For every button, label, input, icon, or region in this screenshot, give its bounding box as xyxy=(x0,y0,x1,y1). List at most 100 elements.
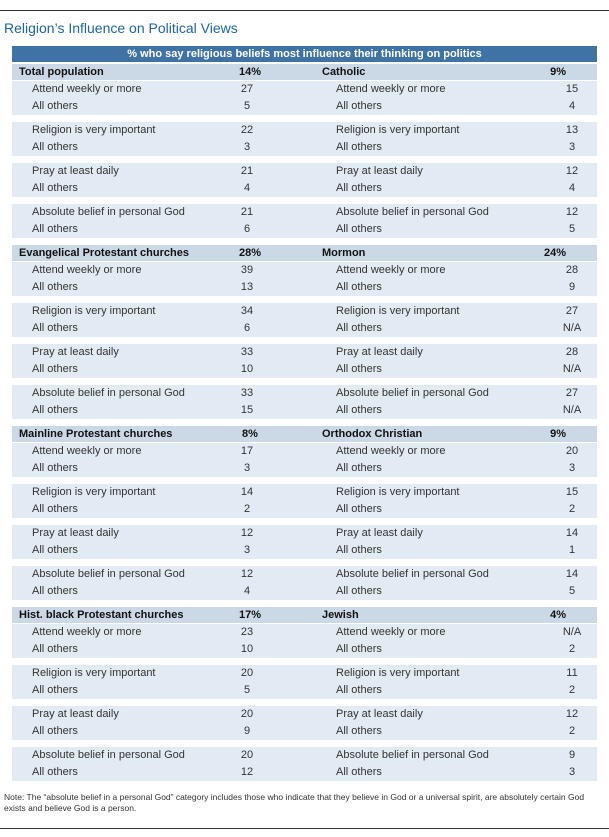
row xyxy=(12,665,597,682)
row xyxy=(12,221,597,238)
row-label: Attend weekly or more xyxy=(336,626,446,638)
row xyxy=(12,180,597,197)
row-value: 4 xyxy=(243,585,251,597)
row-label: Religion is very important xyxy=(336,305,460,317)
row xyxy=(12,542,597,559)
row-label: Attend weekly or more xyxy=(336,264,446,276)
row xyxy=(12,764,597,781)
row-label: Religion is very important xyxy=(32,124,156,136)
row-label: Pray at least daily xyxy=(32,346,119,358)
row-value: 28 xyxy=(565,264,579,276)
row-label: Attend weekly or more xyxy=(32,83,142,95)
row-value: 3 xyxy=(568,766,576,778)
row-value: 27 xyxy=(240,83,254,95)
row-value: 20 xyxy=(240,708,254,720)
row-value: 9 xyxy=(243,725,251,737)
row xyxy=(12,262,597,279)
row-value: 13 xyxy=(565,124,579,136)
row xyxy=(12,706,597,723)
row xyxy=(12,747,597,764)
row-value: 2 xyxy=(568,643,576,655)
row-label: All others xyxy=(32,182,78,194)
row xyxy=(12,139,597,156)
row-value: 5 xyxy=(568,585,576,597)
row-label: All others xyxy=(336,100,382,112)
row-label: All others xyxy=(336,503,382,515)
row-label: Attend weekly or more xyxy=(32,626,142,638)
row xyxy=(12,641,597,658)
row xyxy=(12,303,597,320)
row-value: N/A xyxy=(562,322,582,334)
group-pct: 9% xyxy=(550,427,566,440)
row-value: 21 xyxy=(240,206,254,218)
row-label: Absolute belief in personal God xyxy=(32,568,185,580)
row xyxy=(12,402,597,419)
group-name: Catholic xyxy=(322,65,366,78)
row-label: Pray at least daily xyxy=(336,527,423,539)
row-value: 5 xyxy=(568,223,576,235)
row-label: Absolute belief in personal God xyxy=(336,749,489,761)
row-label: All others xyxy=(32,141,78,153)
row-value: 21 xyxy=(240,165,254,177)
row-value: N/A xyxy=(562,363,582,375)
row-label: All others xyxy=(336,585,382,597)
row-value: 33 xyxy=(240,387,254,399)
row-value: 22 xyxy=(240,124,254,136)
group-pct: 17% xyxy=(238,608,262,621)
row-value: N/A xyxy=(562,626,582,638)
row-value: 20 xyxy=(240,749,254,761)
group-row xyxy=(12,245,597,261)
row-label: Religion is very important xyxy=(336,124,460,136)
row-value: 27 xyxy=(565,387,579,399)
row-value: 3 xyxy=(243,544,251,556)
title: Religion’s Influence on Political Views xyxy=(4,20,238,36)
row-value: 12 xyxy=(240,766,254,778)
row-label: All others xyxy=(32,684,78,696)
row-value: 15 xyxy=(565,486,579,498)
row-value: 23 xyxy=(240,626,254,638)
row xyxy=(12,204,597,221)
row-label: Absolute belief in personal God xyxy=(32,387,185,399)
row-value: 9 xyxy=(568,749,576,761)
group-row xyxy=(12,64,597,80)
row xyxy=(12,385,597,402)
row-label: All others xyxy=(32,223,78,235)
group-pct: 28% xyxy=(238,246,262,259)
row xyxy=(12,344,597,361)
row xyxy=(12,583,597,600)
group-pct: 4% xyxy=(550,608,566,621)
top-rule xyxy=(0,10,609,11)
row-label: All others xyxy=(336,684,382,696)
row-label: All others xyxy=(32,585,78,597)
row xyxy=(12,723,597,740)
row-label: All others xyxy=(32,766,78,778)
row-value: 34 xyxy=(240,305,254,317)
row-label: Pray at least daily xyxy=(336,346,423,358)
row-label: Pray at least daily xyxy=(32,708,119,720)
row-label: Absolute belief in personal God xyxy=(336,206,489,218)
row-value: 2 xyxy=(568,503,576,515)
row-value: 4 xyxy=(568,100,576,112)
bottom-rule xyxy=(0,828,609,829)
row-label: Pray at least daily xyxy=(32,527,119,539)
row-label: Attend weekly or more xyxy=(32,445,142,457)
row-label: All others xyxy=(32,725,78,737)
row-value: 6 xyxy=(243,322,251,334)
row-value: 10 xyxy=(240,643,254,655)
row-label: Religion is very important xyxy=(336,667,460,679)
row-label: Absolute belief in personal God xyxy=(32,749,185,761)
row-label: Religion is very important xyxy=(32,305,156,317)
row-label: All others xyxy=(336,462,382,474)
row-label: Pray at least daily xyxy=(336,165,423,177)
row-value: 14 xyxy=(565,568,579,580)
row-label: All others xyxy=(336,404,382,416)
row-value: 2 xyxy=(243,503,251,515)
row xyxy=(12,460,597,477)
row xyxy=(12,682,597,699)
group-name: Mainline Protestant churches xyxy=(19,427,173,440)
row-value: 39 xyxy=(240,264,254,276)
row xyxy=(12,279,597,296)
row-label: All others xyxy=(32,281,78,293)
row-label: All others xyxy=(336,141,382,153)
row-value: 28 xyxy=(565,346,579,358)
